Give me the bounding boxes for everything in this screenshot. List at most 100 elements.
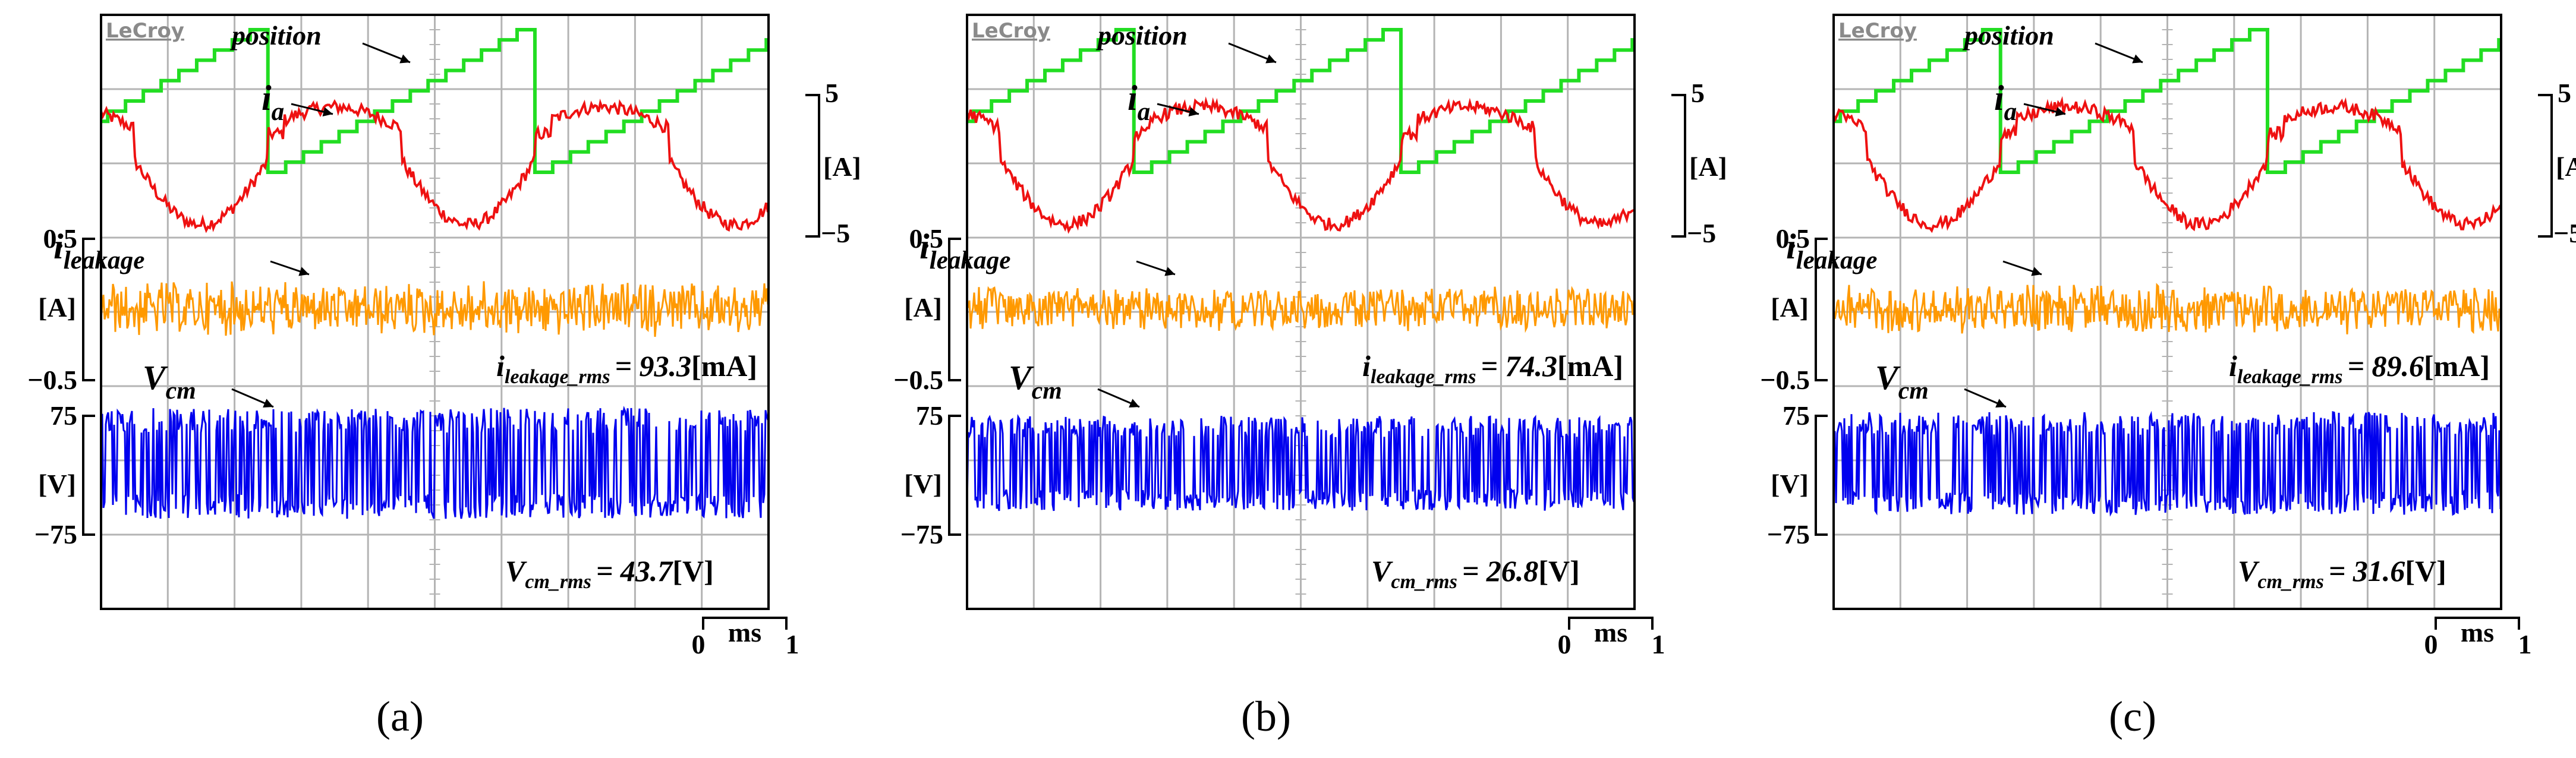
position-arrow [1228,42,1277,64]
voltage-scale-top: 75 [916,400,943,431]
leakage-scale-bottom: −0.5 [893,365,943,395]
vcm-rms-unit: [V] [672,554,713,588]
lecroy-logo: LeCroy [972,19,1050,43]
vcm-arrow [231,388,274,408]
ia-arrow [291,103,333,116]
ia-trace [967,96,1635,234]
voltage-scale-bottom: −75 [34,519,77,549]
ia-trace [1834,96,2501,233]
vcm-rms-value: = 26.8 [1462,554,1539,588]
ileakage-label-sub: leakage [930,247,1011,274]
ia-label: ia [262,78,284,126]
vcm-label-sub: cm [1898,377,1929,405]
ileakage-trace [101,281,769,337]
ileakage-rms-value: = 93.3 [615,349,691,383]
voltage-scale: 75 [V] −75 [900,400,961,549]
voltage-scale-unit: [V] [1771,469,1809,499]
position-trace [1834,28,2501,174]
traces [101,28,769,519]
current-scale-top: 5 [1691,78,1705,108]
leakage-scale: 0.5 [A] −0.5 [27,223,95,395]
voltage-scale-bottom: −75 [900,519,943,549]
current-scale-bottom: −5 [2553,218,2576,248]
vcm-label: Vcm [143,358,196,405]
position-arrow [362,42,411,64]
ileakage-label-main: i [1786,227,1796,266]
ia-arrow [2023,103,2066,116]
ileakage-rms-sub: leakage_rms [2237,366,2343,388]
vcm-rms-sub: cm_rms [2257,571,2323,593]
vcm-rms-unit: [V] [1538,554,1579,588]
leakage-scale-top: 0.5 [1776,223,1810,254]
leakage-scale-unit: [A] [38,292,76,323]
ileakage-rms-main: i [496,349,505,383]
leakage-scale-bottom: −0.5 [1760,365,1810,395]
scope-frame [1832,14,2502,610]
vcm-rms-unit: [V] [2405,554,2446,588]
leakage-scale: 0.5 [A] −0.5 [893,223,961,395]
current-scale-bottom: −5 [1687,218,1716,248]
ileakage-label: ileakage [53,227,144,274]
time-scale-end: 1 [1652,629,1665,659]
time-scale-start: 0 [692,629,706,659]
ileakage-arrow [270,260,310,276]
ileakage-arrow [2002,260,2042,276]
vcm-rms-value: = 43.7 [596,554,673,588]
voltage-scale-bottom: −75 [1767,519,1810,549]
leakage-scale: 0.5 [A] −0.5 [1760,223,1828,395]
ileakage-label-sub: leakage [64,247,145,274]
time-scale-start: 0 [1558,629,1572,659]
time-scale-end: 1 [2518,629,2532,659]
ileakage-rms-label: ileakage_rms = 89.6[mA] [2229,349,2490,388]
traces [967,28,1635,511]
ia-arrow [1157,103,1199,116]
voltage-scale-top: 75 [50,400,77,431]
vcm-label: Vcm [1009,358,1062,405]
vcm-label-sub: cm [1032,377,1062,405]
ileakage-label-main: i [919,227,930,266]
ia-trace [101,99,769,233]
ileakage-label-sub: leakage [1796,247,1878,274]
ileakage-label-main: i [53,227,64,266]
vcm-rms-sub: cm_rms [1391,571,1457,593]
position-arrow [2095,42,2143,64]
vcm-trace [967,413,1635,511]
ileakage-rms-sub: leakage_rms [1371,366,1476,388]
ileakage-trace [1834,283,2501,334]
position-label: position [1962,20,2054,50]
lecroy-logo: LeCroy [1838,19,1917,43]
vcm-trace [1834,410,2501,517]
position-label: position [229,20,322,50]
voltage-scale: 75 [V] −75 [34,400,95,549]
current-scale: 5 [A] −5 [805,78,861,248]
voltage-scale: 75 [V] −75 [1767,400,1828,549]
leakage-scale-unit: [A] [904,292,942,323]
ileakage-trace [967,286,1635,333]
leakage-scale-bottom: −0.5 [27,365,77,395]
lecroy-logo: LeCroy [106,19,184,43]
vcm-label: Vcm [1875,358,1929,405]
ia-label-main: i [262,78,272,118]
ileakage-rms-unit: [mA] [691,349,757,383]
ia-label: ia [1994,78,2017,126]
ia-label-sub: a [1138,98,1151,126]
ia-label-main: i [1994,78,2004,118]
ileakage-arrow [1136,260,1176,276]
vcm-arrow [1964,388,2007,408]
ileakage-rms-main: i [2229,349,2237,383]
current-scale-top: 5 [2558,78,2571,108]
ileakage-rms-unit: [mA] [2424,349,2490,383]
ileakage-rms-unit: [mA] [1557,349,1623,383]
vcm-rms-label: Vcm_rms = 43.7[V] [505,554,714,593]
ileakage-label: ileakage [919,227,1010,274]
ia-label-sub: a [272,98,285,126]
position-label: position [1095,20,1188,50]
ia-label-sub: a [2004,98,2017,126]
current-scale: 5 [A] −5 [1671,78,1727,248]
position-trace [967,28,1635,174]
vcm-label-main: V [1875,358,1901,397]
current-scale-top: 5 [825,78,839,108]
